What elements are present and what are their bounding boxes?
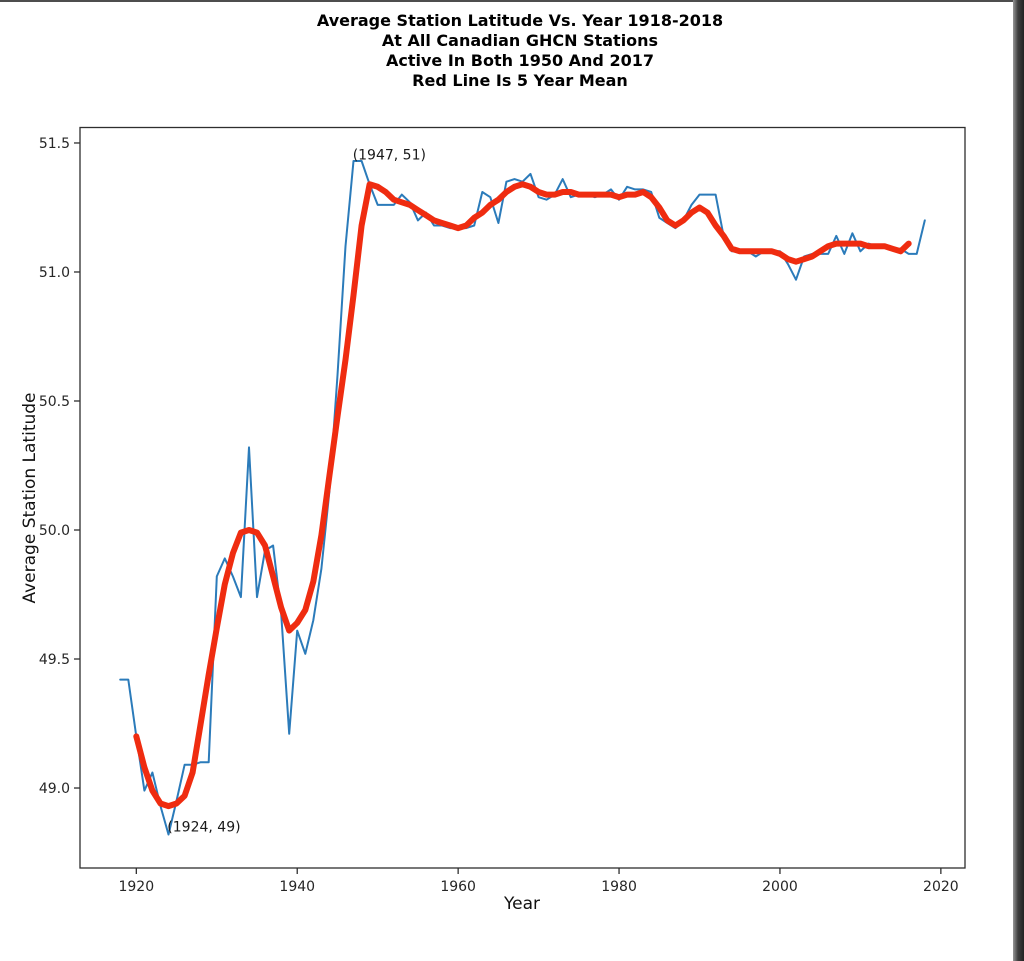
y-tick-label: 51.0 [39, 265, 70, 281]
y-tick-label: 51.5 [39, 136, 70, 152]
axis-ticks: 1920 1940 1960 1980 2000 2020 49.0 49.5 50.0 50.5… [39, 136, 959, 895]
x-tick-label: 1960 [440, 879, 476, 895]
window-right-edge [1013, 0, 1024, 961]
annotation-1947-51: (1947, 51) [353, 148, 426, 164]
y-tick-label: 50.5 [39, 394, 70, 410]
title-line-2: At All Canadian GHCN Stations [381, 31, 659, 50]
x-tick-label: 1920 [118, 879, 154, 895]
x-tick-label: 2000 [762, 879, 798, 895]
5-year-mean-line [133, 181, 912, 810]
x-axis-label: Year [504, 894, 540, 914]
window-top-edge [0, 0, 1024, 2]
x-tick-label: 1980 [601, 879, 637, 895]
axes-frame [79, 126, 966, 869]
y-tick-label: 50.0 [39, 523, 70, 539]
title-line-4: Red Line Is 5 Year Mean [412, 71, 628, 90]
x-tick-label: 1940 [279, 879, 315, 895]
axes-spines [79, 126, 966, 869]
title-line-3: Active In Both 1950 And 2017 [385, 51, 654, 70]
title-line-1: Average Station Latitude Vs. Year 1918-2… [316, 11, 724, 30]
y-tick-label: 49.5 [39, 652, 70, 668]
x-tick-label: 2020 [923, 879, 959, 895]
data-series [119, 160, 926, 836]
y-tick-label: 49.0 [39, 781, 70, 797]
chart-title: Average Station Latitude Vs. Year 1918-2… [317, 11, 723, 91]
annotation-1924-49: (1924, 49) [167, 820, 240, 836]
